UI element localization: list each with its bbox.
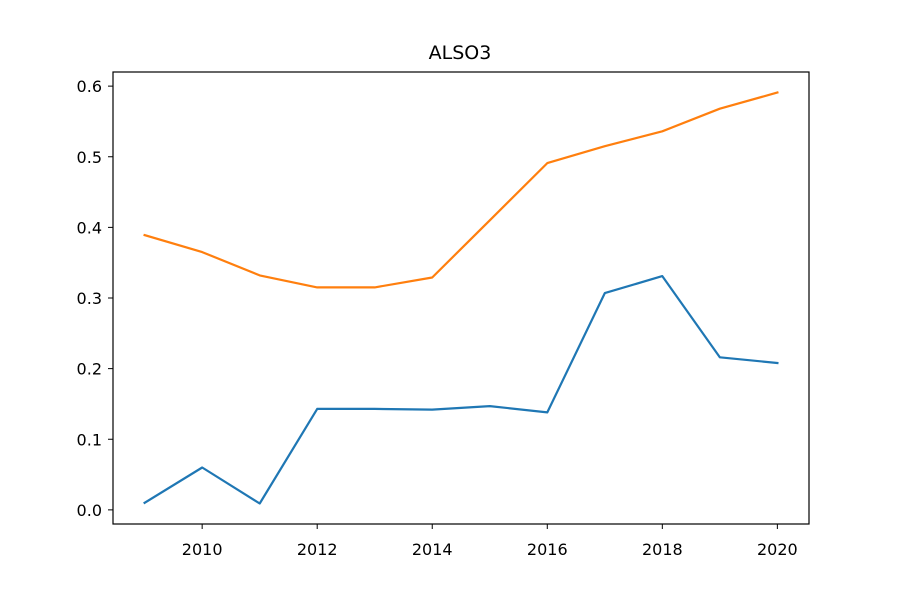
plot-frame — [112, 71, 810, 525]
chart-title: ALSO3 — [429, 42, 492, 64]
y-tick-label: 0.4 — [77, 218, 102, 237]
y-tick-label: 0.2 — [77, 360, 102, 379]
y-tick-label: 0.5 — [77, 148, 102, 167]
series-layer — [143, 91, 779, 505]
x-tick-label: 2012 — [297, 540, 338, 559]
y-tick-label: 0.6 — [77, 77, 102, 96]
y-tick-label: 0.0 — [77, 501, 102, 520]
y-tick-label: 0.3 — [77, 289, 102, 308]
series-line-2 — [143, 91, 779, 289]
x-tick-label: 2010 — [182, 540, 223, 559]
x-axis: 2010 2012 2014 2016 2018 2020 — [182, 524, 798, 559]
series-line-1 — [143, 275, 779, 505]
y-tick-label: 0.1 — [77, 430, 102, 449]
y-axis: 0.0 0.1 0.2 0.3 0.4 0.5 0.6 — [77, 77, 113, 520]
x-tick-label: 2016 — [527, 540, 568, 559]
x-tick-label: 2020 — [757, 540, 798, 559]
x-tick-label: 2014 — [412, 540, 453, 559]
x-tick-label: 2018 — [642, 540, 683, 559]
